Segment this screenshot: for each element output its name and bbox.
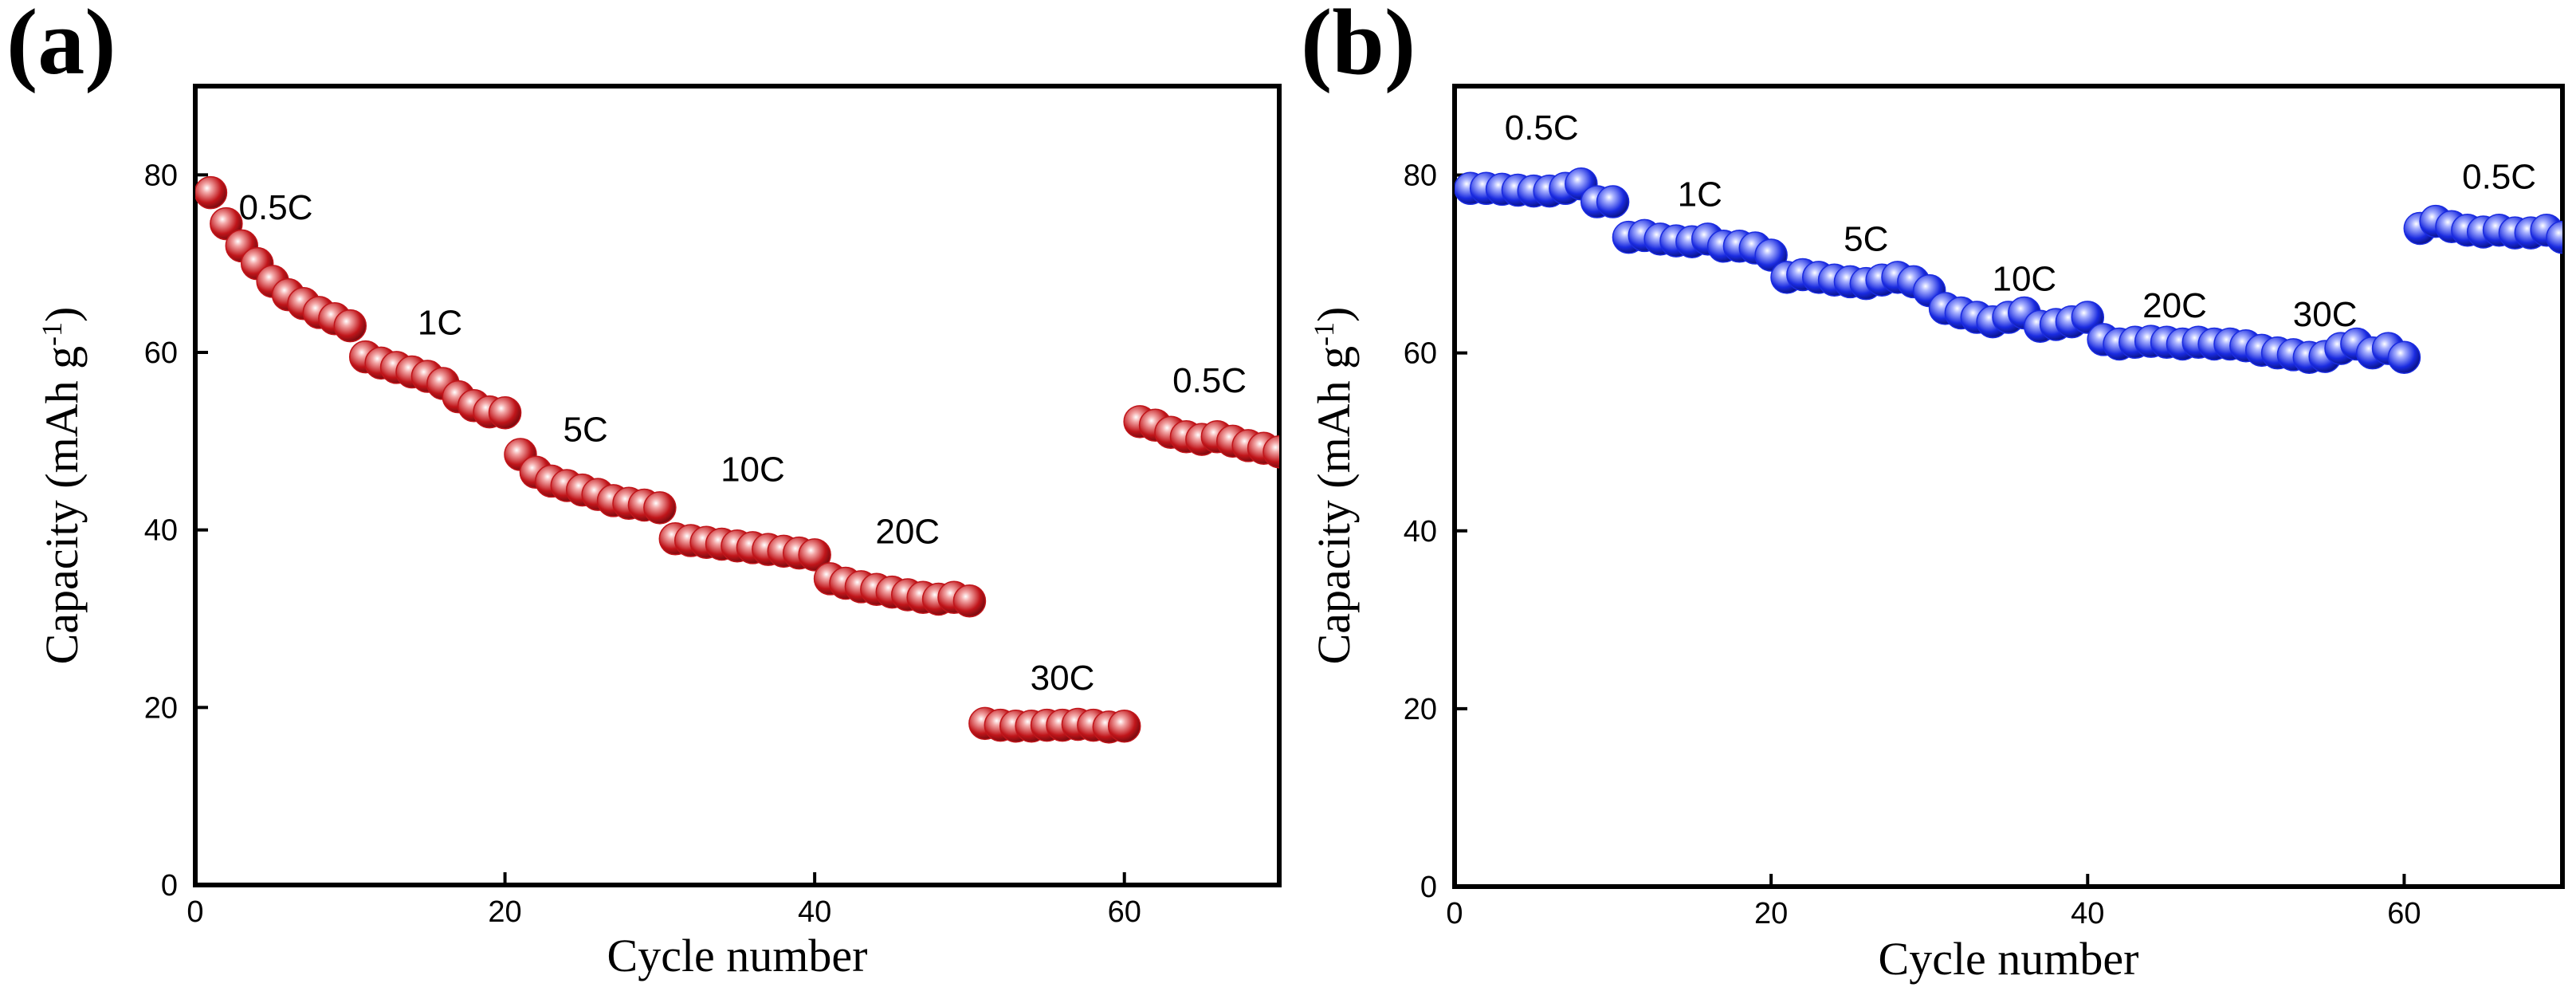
data-point-a-40	[798, 538, 831, 572]
rate-label-b-1: 1C	[1678, 175, 1722, 214]
markers-a	[195, 175, 1279, 744]
x-tick-label-b-3: 60	[2387, 897, 2421, 930]
rate-label-a-3: 10C	[721, 450, 785, 489]
plot-frame-b	[1452, 84, 2565, 889]
rate-label-a-4: 20C	[875, 512, 940, 551]
x-tick-label-a-2: 40	[798, 895, 831, 929]
x-tick-label-b-2: 40	[2071, 897, 2104, 930]
annotations-a: 0.5C 1C 5C 10C 20C 30C 0.5C	[239, 188, 1247, 698]
y-axis-label-a-main: Capacity (mAh g	[36, 346, 88, 664]
y-axis-label-b: Capacity (mAh g-1)	[1308, 307, 1360, 665]
y-tick-label-a-3: 60	[144, 336, 178, 370]
data-point-a-30	[643, 491, 677, 525]
data-point-a-10	[333, 309, 367, 343]
ticks-b: 0 20 40 60 0 20 40 60 80	[1404, 159, 2421, 930]
x-tick-label-a-0: 0	[187, 895, 203, 929]
rate-label-a-5: 30C	[1031, 659, 1095, 698]
y-axis-label-a-end: )	[36, 307, 88, 322]
y-tick-label-b-1: 20	[1404, 693, 1437, 726]
y-axis-label-b-main: Capacity (mAh g	[1308, 346, 1360, 664]
rate-label-a-6: 0.5C	[1172, 361, 1247, 400]
x-tick-label-a-1: 20	[488, 895, 521, 929]
rate-label-b-5: 30C	[2293, 295, 2358, 334]
panel-label-a: (a)	[6, 0, 116, 94]
plot-frame-a	[193, 84, 1282, 887]
x-axis-label-b: Cycle number	[1879, 933, 2139, 985]
x-axis-label-a: Cycle number	[607, 930, 868, 981]
panel-label-b: (b)	[1301, 0, 1416, 94]
rate-label-b-6: 0.5C	[2462, 157, 2536, 196]
x-tick-label-a-3: 60	[1108, 895, 1141, 929]
y-axis-label-b-sup: -1	[1308, 322, 1340, 346]
data-point-b-60	[2387, 340, 2421, 374]
y-tick-label-b-3: 60	[1404, 337, 1437, 371]
x-tick-label-b-1: 20	[1754, 897, 1788, 930]
rate-label-a-2: 5C	[563, 410, 607, 449]
y-tick-label-a-2: 40	[144, 514, 178, 548]
y-tick-label-b-4: 80	[1404, 159, 1437, 193]
rate-label-b-3: 10C	[1992, 260, 2056, 299]
data-point-a-50	[952, 584, 987, 618]
data-point-b-10	[1596, 185, 1630, 218]
data-point-a-70	[1262, 435, 1279, 469]
x-tick-label-b-0: 0	[1446, 897, 1463, 930]
rate-label-b-2: 5C	[1844, 219, 1888, 258]
rate-label-b-4: 20C	[2142, 286, 2207, 325]
data-point-a-60	[1107, 709, 1141, 743]
annotations-b: 0.5C 1C 5C 10C 20C 30C 0.5C	[1505, 108, 2536, 334]
data-point-a-1	[195, 175, 228, 210]
y-tick-label-a-0: 0	[161, 869, 178, 903]
y-axis-label-a: Capacity (mAh g-1)	[36, 307, 88, 665]
y-axis-label-b-end: )	[1308, 307, 1360, 322]
y-tick-label-a-1: 20	[144, 691, 178, 725]
ticks-a: 0 20 40 60 0 20 40 60 80	[144, 159, 1141, 929]
y-tick-label-a-4: 80	[144, 159, 178, 192]
y-axis-label-a-sup: -1	[36, 322, 68, 346]
markers-b	[1455, 167, 2562, 374]
rate-label-a-0: 0.5C	[239, 188, 313, 227]
y-tick-label-b-2: 40	[1404, 515, 1437, 549]
y-tick-label-b-0: 0	[1420, 871, 1437, 904]
rate-label-a-1: 1C	[418, 304, 462, 343]
rate-label-b-0: 0.5C	[1505, 108, 1579, 148]
data-point-a-20	[488, 395, 522, 430]
data-point-b-70	[2546, 220, 2562, 254]
